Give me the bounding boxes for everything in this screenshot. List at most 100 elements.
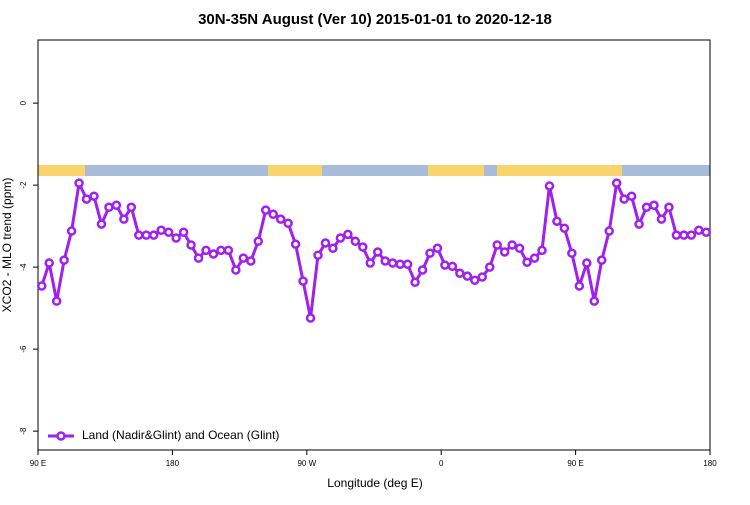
y-tick-label: -8 [19,427,28,435]
data-point [634,219,644,229]
data-point [372,247,383,257]
data-point [522,257,532,267]
y-tick-label: 0 [19,100,28,105]
data-point [567,248,577,258]
data-point [582,258,592,268]
land-strip [428,165,484,176]
plot-frame [37,39,711,451]
data-point [96,219,107,229]
data-point [574,281,585,291]
data-point [231,265,241,275]
x-tick-label: 0 [439,459,444,468]
data-point [440,260,450,270]
data-point [387,258,398,268]
data-point [66,226,77,236]
data-point [529,253,540,263]
data-point [246,256,256,266]
data-point [141,230,152,240]
data-point [126,202,137,213]
data-point [701,227,712,238]
data-point [462,271,473,281]
data-point [649,200,659,210]
surface-strip [38,165,710,176]
legend-marker [56,431,66,441]
data-point [425,248,435,258]
data-point [537,245,547,256]
data-point [260,205,271,215]
data-point [514,243,525,254]
data-point [470,275,480,286]
data-point [477,272,488,282]
y-tick-label: -4 [19,263,28,271]
data-point [499,247,510,257]
data-point [298,276,308,286]
ocean-strip [38,165,710,176]
data-point [544,181,555,191]
data-point [119,214,129,224]
data-point [626,191,637,201]
data-point [492,240,502,250]
data-point [216,245,226,256]
data-point [395,259,405,270]
data-point [694,225,704,235]
data-point [552,216,562,226]
data-point [201,245,211,256]
data-point [343,229,353,240]
data-point [484,262,495,272]
data-point [410,277,420,288]
data-point [335,233,346,243]
data-point [686,230,697,240]
data-point [447,261,458,272]
data-point [328,243,338,254]
data-point [604,226,614,236]
y-tick-label: -2 [19,181,28,189]
data-point [679,230,689,240]
data-point [51,296,62,306]
x-tick-label: 180 [166,459,180,468]
data-point [402,259,413,270]
data-point [507,240,517,250]
data-point [671,230,682,240]
data-point [313,250,323,260]
data-point [186,240,196,250]
data-point [134,230,144,240]
data-point [380,256,390,266]
data-point [664,202,674,213]
x-axis-label: Longitude (deg E) [327,476,422,490]
data-point [178,227,189,238]
legend-label: Land (Nadir&Glint) and Ocean (Glint) [82,428,279,442]
chart-title: 30N-35N August (Ver 10) 2015-01-01 to 20… [198,11,552,28]
data-point [36,281,47,291]
data-point [253,236,264,247]
data-point [559,223,570,233]
data-point [238,253,249,263]
data-point [148,230,159,240]
data-point [208,249,219,259]
x-tick-label: 90 E [567,459,583,468]
data-point [74,178,84,188]
data-point [589,296,600,306]
y-axis-label: XCO2 - MLO trend (ppm) [0,178,14,313]
data-point [223,245,234,256]
data-point [111,200,122,210]
data-point [268,209,278,219]
data-point [171,233,181,243]
x-tick-label: 90 E [30,459,46,468]
y-tick-label: -6 [19,345,28,353]
land-strip [497,165,622,176]
data-point [619,194,629,204]
data-point [290,239,301,249]
data-point [358,242,368,252]
data-point [283,218,293,229]
data-point [163,227,174,238]
x-tick-label: 90 W [297,459,316,468]
data-point [104,202,114,213]
data-point [611,178,622,188]
data-point [44,258,54,268]
data-point [156,225,166,235]
data-point [432,243,443,254]
data-point [455,268,465,279]
data-point [656,214,667,224]
data-point [81,194,92,204]
